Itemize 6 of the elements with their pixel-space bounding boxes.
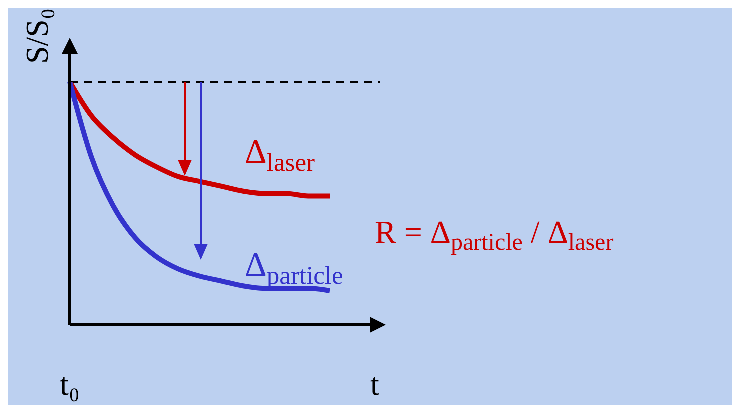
annotation: Δ$_{laser}$	[245, 134, 316, 177]
annotation: Δ$_{particle}$	[245, 247, 344, 290]
text: t₀	[60, 366, 80, 402]
y-axis-title: S/S₀	[19, 8, 55, 64]
text: R = Δ$_{particle}$ / Δ$_{laser}$	[375, 214, 614, 256]
x-axis-title: t	[370, 366, 380, 402]
